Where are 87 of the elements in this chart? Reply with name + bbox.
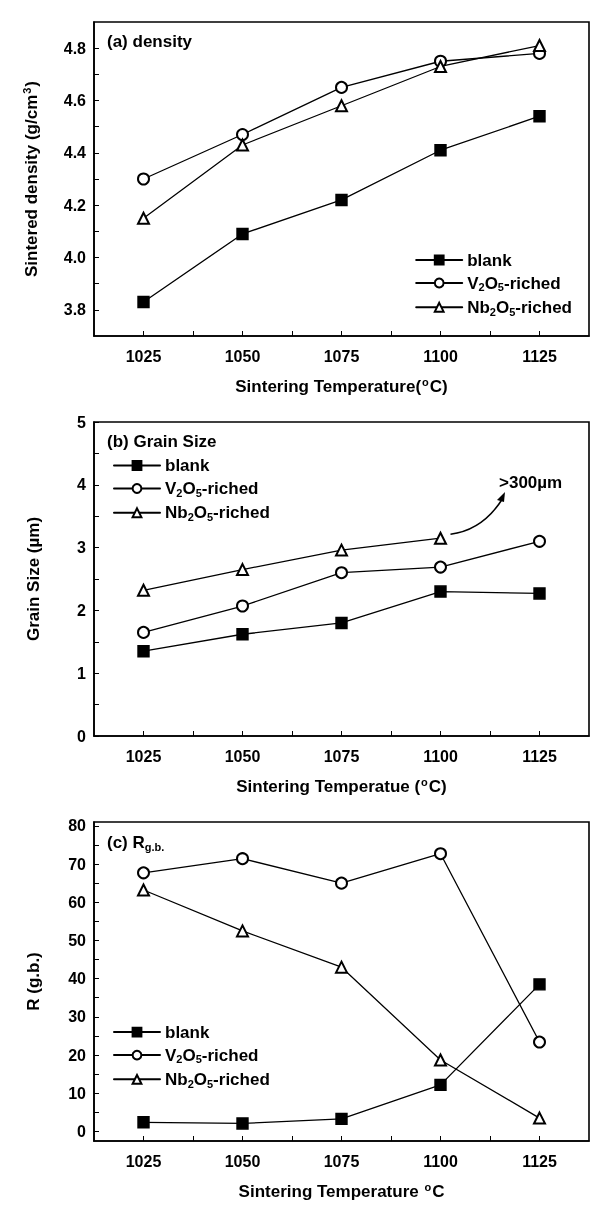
point <box>533 534 546 548</box>
x-tick-label: 1050 <box>224 1152 261 1170</box>
y-tick-label: 60 <box>68 893 87 911</box>
y-tick-label: 4.8 <box>63 39 87 57</box>
point <box>236 1117 249 1130</box>
annotation: >300µm <box>499 473 563 492</box>
x-tick-label: 1050 <box>224 747 261 765</box>
point <box>335 193 348 207</box>
x-tick-label: 1125 <box>522 747 557 765</box>
point <box>335 566 348 580</box>
point <box>137 866 150 880</box>
point <box>434 585 447 598</box>
point <box>335 543 348 557</box>
point <box>137 883 150 897</box>
y-tick-label: 30 <box>68 1008 87 1026</box>
x-tick-label: 1050 <box>224 347 261 365</box>
y-tick-label: 4 <box>77 476 87 494</box>
point <box>434 847 447 861</box>
point <box>434 560 447 574</box>
x-tick-label: 1075 <box>323 747 360 765</box>
y-tick-label: 5 <box>77 413 87 431</box>
point <box>137 1116 150 1129</box>
y-tick-label: 50 <box>68 931 87 949</box>
point <box>236 128 249 142</box>
point <box>434 144 447 157</box>
text: (b) Grain Size <box>107 432 217 451</box>
point <box>335 960 348 974</box>
x-tick-label: 1100 <box>423 747 458 765</box>
point <box>335 80 348 94</box>
point <box>434 1053 447 1067</box>
y-tick-label: 3 <box>77 539 87 557</box>
point <box>533 587 546 600</box>
point <box>533 1035 546 1049</box>
point <box>137 583 150 597</box>
x-tick-label: 1025 <box>125 1152 162 1170</box>
point <box>236 138 249 152</box>
point <box>434 59 447 73</box>
y-tick-label: 4.6 <box>63 92 87 109</box>
y-axis-title: Sintered density (g/cm3) <box>21 80 42 278</box>
legend-label: blank <box>165 456 210 475</box>
point <box>533 39 546 53</box>
y-tick-label: 20 <box>68 1046 87 1064</box>
y-tick-label: 2 <box>77 601 87 619</box>
y-tick-label: 0 <box>77 727 87 745</box>
y-tick-label: 4.4 <box>63 144 87 162</box>
point <box>137 295 150 309</box>
point <box>335 876 348 890</box>
point <box>236 852 249 866</box>
point <box>236 628 249 641</box>
y-tick-label: 1 <box>77 664 87 682</box>
x-tick-label: 1075 <box>323 347 360 365</box>
point <box>137 172 150 186</box>
point <box>434 1078 447 1092</box>
x-tick-label: 1125 <box>522 347 557 365</box>
y-axis-title: R (g.b.) <box>24 952 43 1011</box>
point <box>335 99 348 113</box>
point <box>434 531 447 545</box>
legend-label: blank <box>467 250 513 270</box>
y-tick-label: 4.0 <box>63 249 87 266</box>
x-tick-label: 1125 <box>522 1152 557 1170</box>
point <box>236 924 249 938</box>
point <box>137 645 150 658</box>
point <box>236 227 249 241</box>
text: (a) density <box>107 32 193 51</box>
y-tick-label: 10 <box>68 1084 87 1102</box>
y-tick-label: 80 <box>68 817 87 835</box>
x-tick-label: 1100 <box>423 347 458 365</box>
y-axis-title: Grain Size (µm) <box>24 516 43 642</box>
x-tick-label: 1025 <box>125 747 162 765</box>
x-tick-label: 1025 <box>125 347 162 365</box>
y-tick-label: 3.8 <box>63 301 87 319</box>
point <box>137 625 150 639</box>
point <box>533 110 546 123</box>
y-tick-label: 4.2 <box>63 196 87 214</box>
point <box>236 599 249 613</box>
x-tick-label: 1075 <box>323 1152 360 1170</box>
point <box>137 211 150 225</box>
y-tick-label: 70 <box>68 855 87 873</box>
point <box>533 978 546 991</box>
y-tick-label: 0 <box>77 1122 87 1140</box>
point <box>335 616 348 630</box>
y-tick-label: 40 <box>68 970 87 988</box>
legend-label: blank <box>165 1022 210 1042</box>
point <box>335 1112 348 1126</box>
x-tick-label: 1100 <box>423 1152 458 1170</box>
point <box>236 563 249 577</box>
point <box>533 1111 546 1125</box>
